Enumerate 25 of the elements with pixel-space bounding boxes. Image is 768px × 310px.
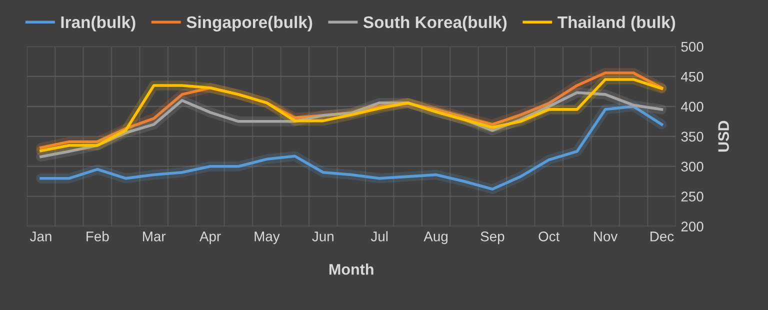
y-tick-label: 200 [681, 222, 704, 232]
x-tick-label: Mar [143, 232, 166, 242]
y-tick-label: 450 [681, 72, 704, 82]
legend-label: Iran(bulk) [61, 16, 136, 32]
x-tick-label: May [254, 232, 280, 244]
y-tick-label: 300 [681, 162, 704, 172]
x-tick-label: Nov [594, 232, 618, 242]
x-tick-label: Jun [312, 232, 334, 242]
y-tick-label: 250 [681, 192, 704, 202]
y-tick-label: 400 [681, 102, 704, 112]
x-tick-label: Feb [86, 231, 109, 242]
x-tick-label: Oct [538, 232, 560, 242]
x-tick-label: Apr [200, 232, 221, 244]
x-tick-label: Sep [480, 232, 504, 244]
x-tick-label: Jul [370, 231, 388, 242]
legend-label: Thailand (bulk) [558, 16, 676, 32]
y-tick-label: 500 [681, 42, 704, 52]
legend-label: Singapore(bulk) [186, 16, 312, 32]
legend-label: South Korea(bulk) [363, 16, 507, 32]
x-tick-label: Dec [650, 232, 674, 242]
x-tick-label: Aug [424, 232, 448, 244]
y-tick-label: 350 [681, 132, 704, 142]
x-axis-title: Month [329, 264, 374, 275]
y-axis-title: USD [718, 120, 729, 152]
x-tick-label: Jan [30, 232, 52, 242]
